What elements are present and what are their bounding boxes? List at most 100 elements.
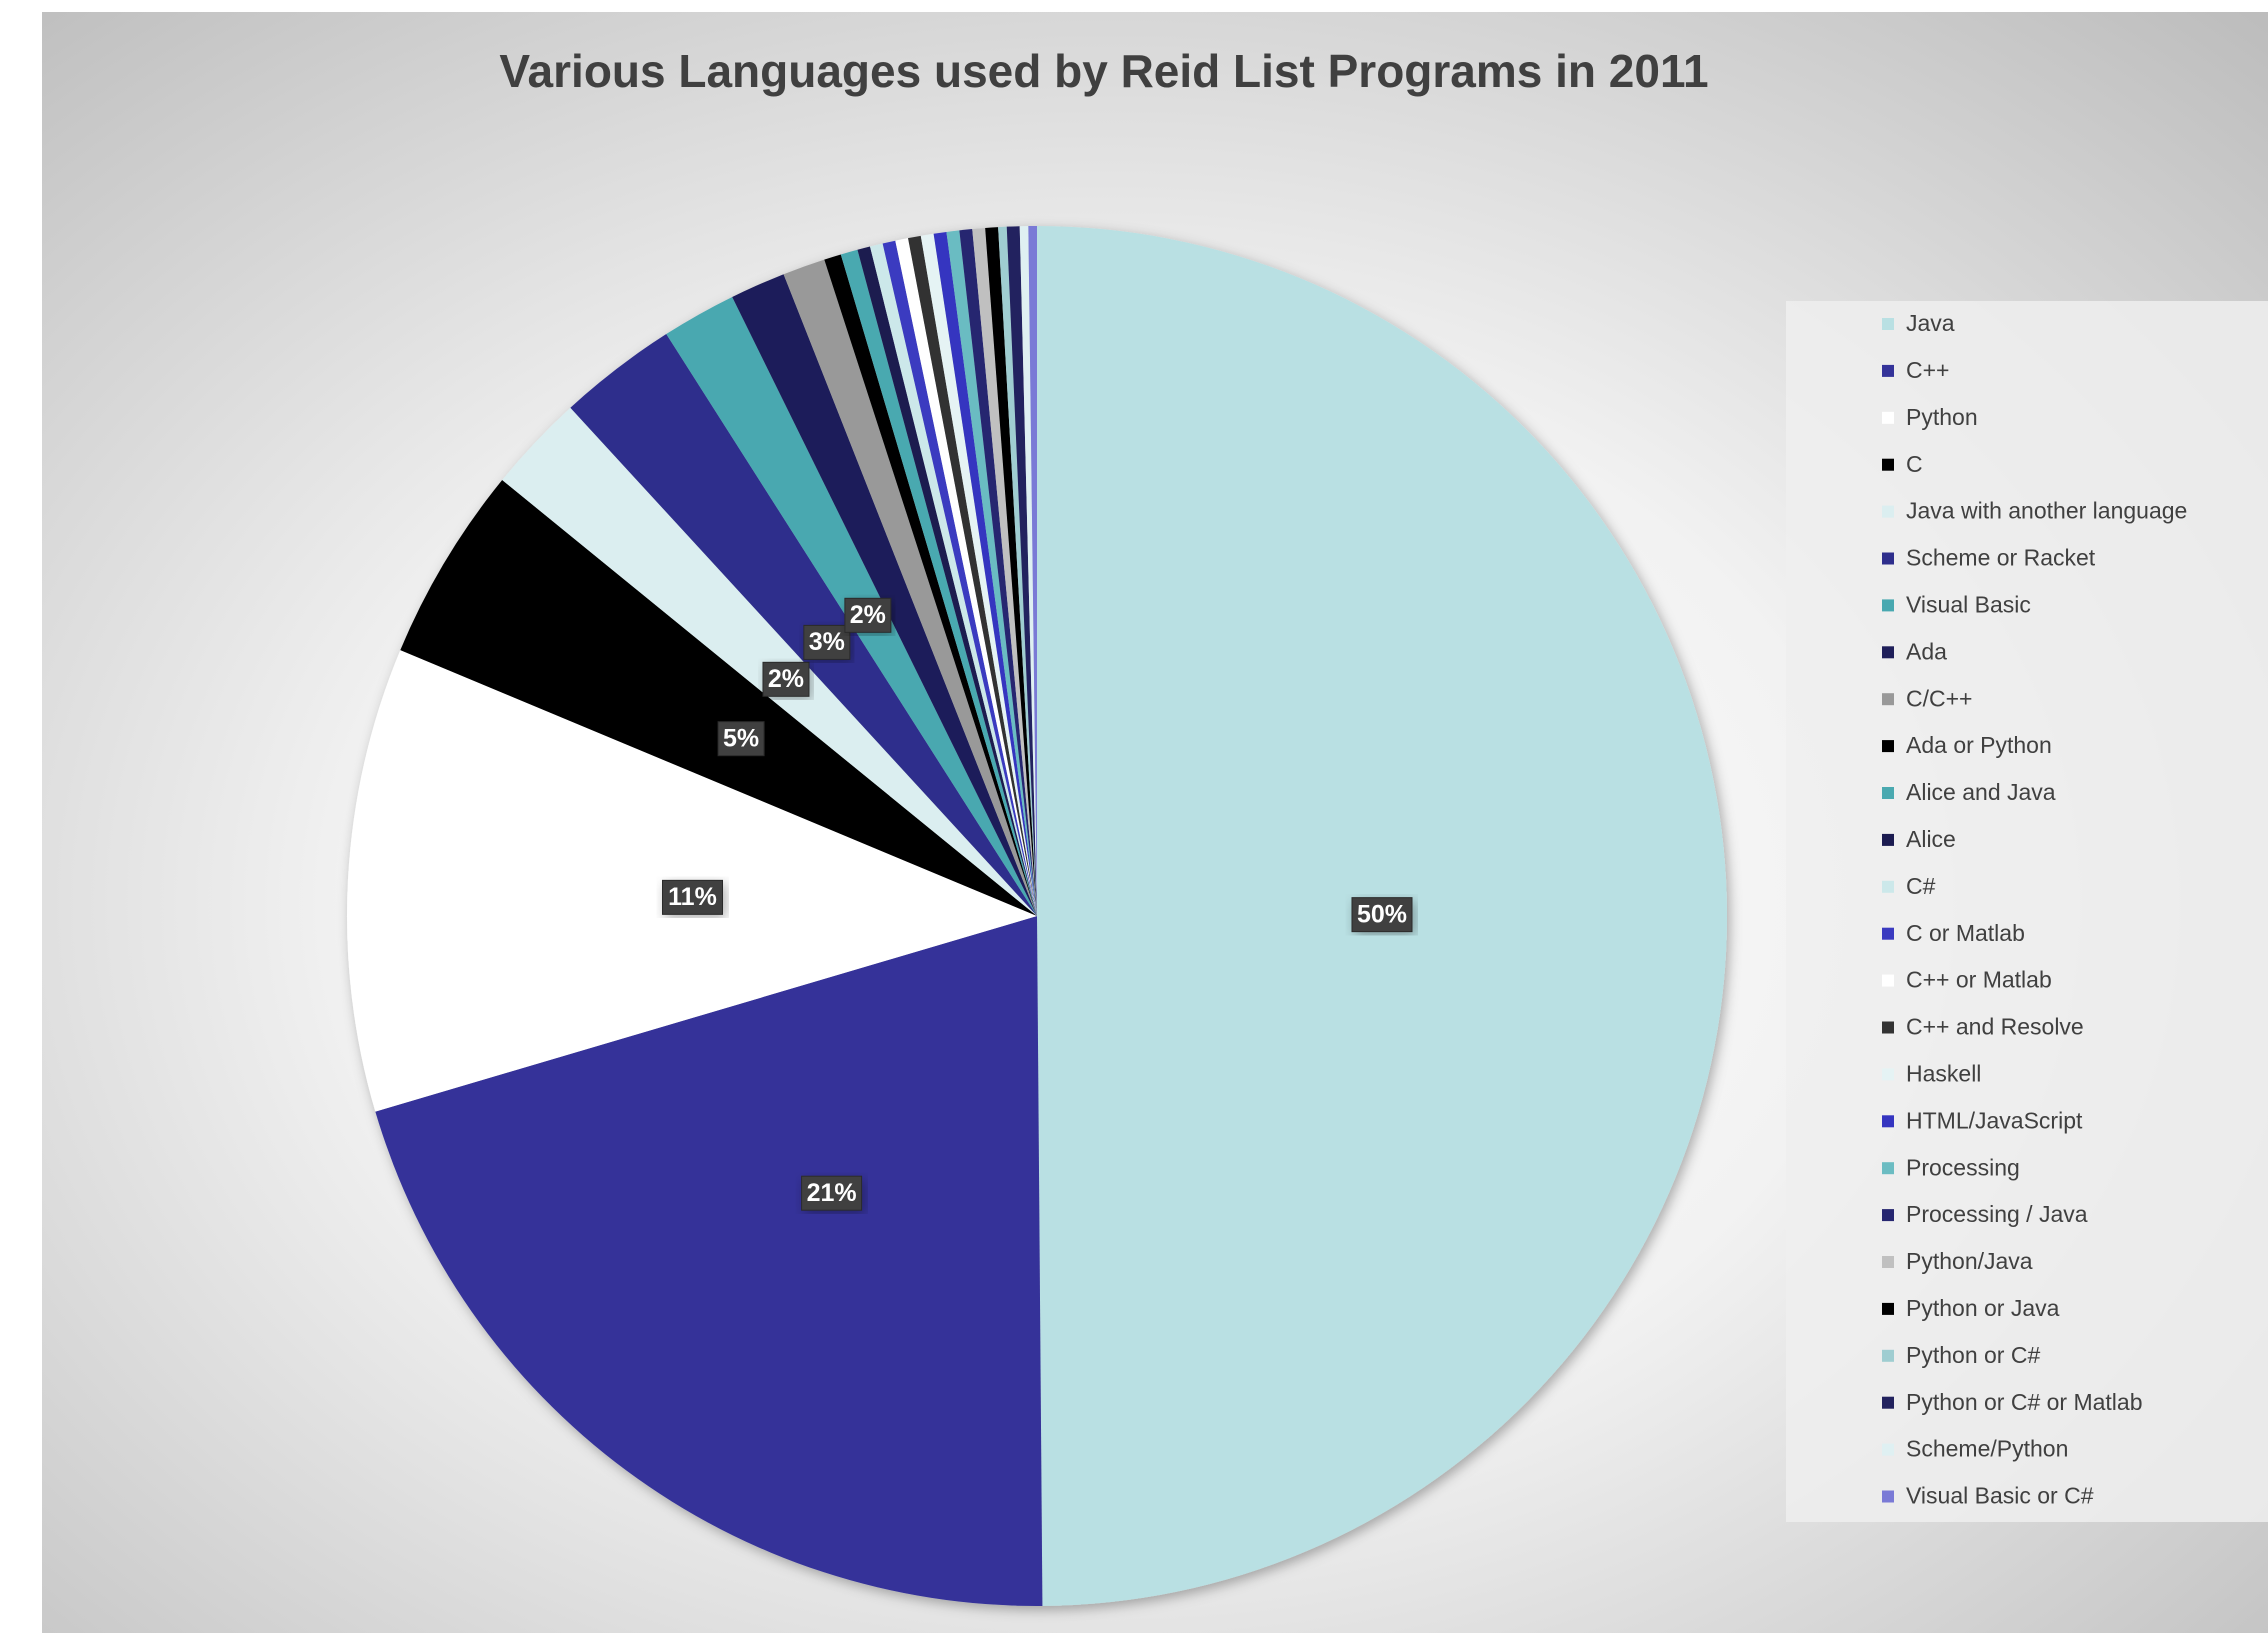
legend-label: Processing / Java (1906, 1201, 2088, 1227)
legend-marker (1882, 1068, 1894, 1081)
pie-slice (857, 246, 1037, 916)
legend-label: C++ and Resolve (1906, 1014, 2084, 1040)
legend-label: C# (1906, 873, 1936, 899)
legend-marker (1882, 880, 1894, 893)
data-label: 5% (717, 721, 765, 757)
legend-marker (1882, 411, 1894, 424)
legend-marker (1882, 364, 1894, 377)
data-label: 2% (762, 661, 810, 697)
pie-slice (998, 226, 1037, 917)
legend-label: Haskell (1906, 1060, 1981, 1086)
legend-label: HTML/JavaScript (1906, 1107, 2083, 1133)
data-label-box (717, 721, 765, 757)
legend-label: Scheme or Racket (1906, 545, 2096, 571)
pie-slice (870, 243, 1037, 917)
data-label: 50% (1351, 897, 1413, 933)
legend-marker (1882, 1349, 1894, 1362)
legend: Java C++ Python C Java with another language… (1882, 310, 2187, 1509)
legend-marker (1882, 787, 1894, 799)
pie-slice (959, 229, 1037, 916)
legend-label: Visual Basic (1906, 591, 2031, 617)
legend-label: Visual Basic or C# (1906, 1483, 2094, 1509)
pie-slice (882, 240, 1037, 917)
legend-marker (1882, 1115, 1894, 1128)
legend-label: C++ or Matlab (1906, 967, 2052, 993)
data-label-text: 11% (668, 883, 717, 911)
data-label-text: 5% (723, 724, 759, 752)
legend-marker (1882, 1443, 1894, 1456)
legend-marker (1882, 1162, 1894, 1175)
pie-slice (1019, 226, 1037, 917)
data-label-text: 2% (768, 665, 804, 693)
pie-slice (783, 259, 1037, 917)
pie-slice (824, 254, 1037, 916)
legend-marker (1882, 458, 1894, 471)
legend-marker (1882, 833, 1894, 846)
legend-box (1786, 301, 2268, 1522)
legend-marker (1882, 646, 1894, 659)
pie-slice (985, 227, 1037, 917)
legend-marker (1882, 693, 1894, 706)
legend-marker (1882, 740, 1894, 753)
legend-marker (1882, 318, 1894, 330)
data-labels: 50% 21% 11% 5% 2%3%2% (662, 597, 1413, 1211)
data-label-text: 50% (1357, 900, 1407, 928)
chart-title: Various Languages used by Reid List Prog… (499, 45, 1708, 97)
data-label-text: 21% (807, 1179, 857, 1207)
legend-marker (1882, 1490, 1894, 1503)
pie-slice (840, 249, 1037, 916)
legend-label: C/C++ (1906, 685, 1972, 711)
pie-slice (946, 230, 1037, 917)
data-label-box (762, 661, 810, 697)
pie-slice (732, 274, 1037, 916)
legend-marker (1882, 1302, 1894, 1315)
legend-label: Python or C# or Matlab (1906, 1389, 2143, 1415)
legend-label: C or Matlab (1906, 920, 2025, 946)
legend-marker (1882, 1209, 1894, 1222)
data-label-text: 2% (850, 601, 886, 629)
pie (347, 226, 1727, 1606)
legend-marker (1882, 974, 1894, 987)
pie-slice (400, 480, 1037, 916)
legend-marker (1882, 927, 1894, 940)
pie-slice (920, 233, 1037, 916)
legend-label: Java (1906, 310, 1955, 336)
data-label: 3% (803, 624, 851, 660)
legend-label: Ada (1906, 638, 1947, 664)
legend-label: Alice and Java (1906, 779, 2056, 805)
pie-slice (972, 227, 1037, 917)
legend-label: Python (1906, 404, 1978, 430)
data-label: 21% (801, 1175, 863, 1211)
pie-slice (1028, 226, 1037, 916)
legend-label: C++ (1906, 357, 1949, 383)
pie-slice (908, 235, 1037, 916)
data-label-box (1351, 897, 1413, 933)
legend-label: Python or C# (1906, 1342, 2040, 1368)
legend-marker (1882, 505, 1894, 518)
data-label-box (801, 1175, 863, 1211)
data-label: 2% (844, 597, 892, 633)
legend-label: C (1906, 451, 1923, 477)
pie-slice (375, 916, 1043, 1606)
data-label-text: 3% (809, 628, 845, 656)
legend-marker (1882, 1256, 1894, 1268)
pie-slice (933, 231, 1037, 916)
data-label-box (662, 879, 724, 915)
data-label-box (844, 597, 892, 633)
legend-label: Processing (1906, 1154, 2020, 1180)
legend-marker (1882, 599, 1894, 612)
pie-slice (1006, 226, 1037, 917)
legend-label: Ada or Python (1906, 732, 2052, 758)
legend-marker (1882, 1021, 1894, 1034)
legend-label: Alice (1906, 826, 1956, 852)
legend-label: Python/Java (1906, 1248, 2033, 1274)
pie-slice (895, 238, 1037, 916)
data-label-box (803, 624, 851, 660)
legend-marker (1882, 552, 1894, 565)
data-label: 11% (662, 879, 724, 915)
legend-label: Python or Java (1906, 1295, 2060, 1321)
legend-marker (1882, 1396, 1894, 1409)
legend-label: Scheme/Python (1906, 1436, 2068, 1462)
legend-label: Java with another language (1906, 498, 2187, 524)
